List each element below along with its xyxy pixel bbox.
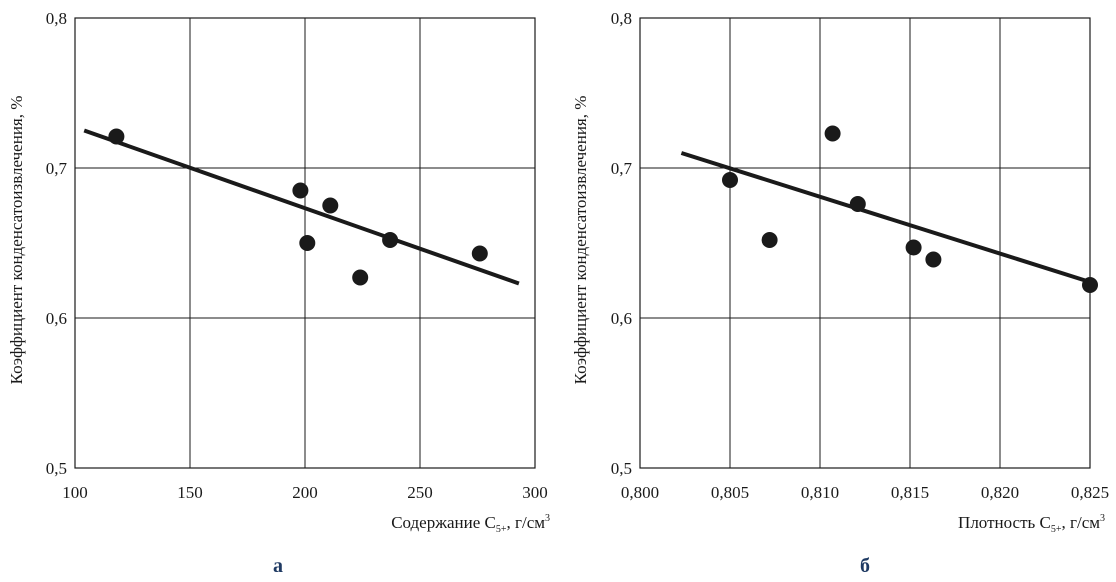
data-point-6 [471, 245, 488, 262]
x-axis-label-subscript: 5+ [1051, 524, 1062, 535]
data-point-2 [824, 125, 841, 142]
y-tick-label: 0,8 [46, 9, 67, 28]
y-tick-label: 0,6 [611, 309, 632, 328]
x-tick-label: 200 [292, 483, 318, 502]
data-point-3 [322, 197, 339, 214]
x-tick-label: 0,800 [621, 483, 659, 502]
x-tick-label: 250 [407, 483, 433, 502]
x-axis-label-main: Содержание C [391, 513, 496, 532]
data-point-4 [352, 269, 369, 286]
x-tick-label: 0,820 [981, 483, 1019, 502]
y-tick-label: 0,7 [46, 159, 68, 178]
y-axis-label: Коэффициент конденсатоизвлечения, % [7, 96, 26, 385]
plot-frame [74, 17, 536, 469]
data-point-6 [1082, 277, 1098, 293]
x-axis-label-unit: , г/см [1062, 513, 1101, 532]
x-axis-label-unit: , г/см [507, 513, 546, 532]
data-point-0 [108, 128, 125, 145]
y-tick-label: 0,6 [46, 309, 67, 328]
panel-label: б [860, 555, 870, 577]
y-tick-label: 0,8 [611, 9, 632, 28]
x-axis-label-superscript: 3 [1100, 513, 1105, 524]
x-tick-label: 0,825 [1071, 483, 1109, 502]
chart-panel-b: 0,800 0,805 0,810 0,815 0,820 0,825 0,5 0,6 0,7 0… [571, 9, 1109, 577]
x-axis-label-superscript: 3 [545, 513, 550, 524]
x-axis-label: Плотность C5+, г/см3 [958, 513, 1105, 535]
data-point-5 [382, 232, 399, 248]
plot-frame [639, 17, 1091, 469]
y-tick-label: 0,5 [46, 459, 67, 478]
panel-label: а [273, 555, 283, 577]
data-point-2 [299, 235, 316, 251]
x-axis-label-main: Плотность C [958, 513, 1051, 532]
chart-panel-a: 100 150 200 250 300 0,5 0,6 0,7 0,8 Коэффициент к… [7, 9, 550, 577]
data-point-1 [292, 182, 309, 199]
data-point-3 [849, 196, 866, 212]
data-point-5 [925, 251, 942, 268]
y-tick-label: 0,5 [611, 459, 632, 478]
x-tick-label: 0,810 [801, 483, 839, 502]
y-axis-label: Коэффициент конденсатоизвлечения, % [571, 96, 590, 385]
trend-line [83, 128, 520, 286]
x-tick-label: 0,815 [891, 483, 929, 502]
x-tick-label: 100 [62, 483, 88, 502]
data-point-1 [761, 232, 778, 248]
data-point-0 [722, 172, 738, 188]
x-tick-label: 150 [177, 483, 203, 502]
data-point-4 [905, 239, 922, 256]
x-axis-label-subscript: 5+ [496, 524, 507, 535]
x-tick-label: 300 [522, 483, 548, 502]
y-tick-label: 0,7 [611, 159, 633, 178]
trend-line [680, 151, 1091, 284]
x-axis-label: Содержание C5+, г/см3 [391, 513, 550, 535]
x-tick-label: 0,805 [711, 483, 749, 502]
